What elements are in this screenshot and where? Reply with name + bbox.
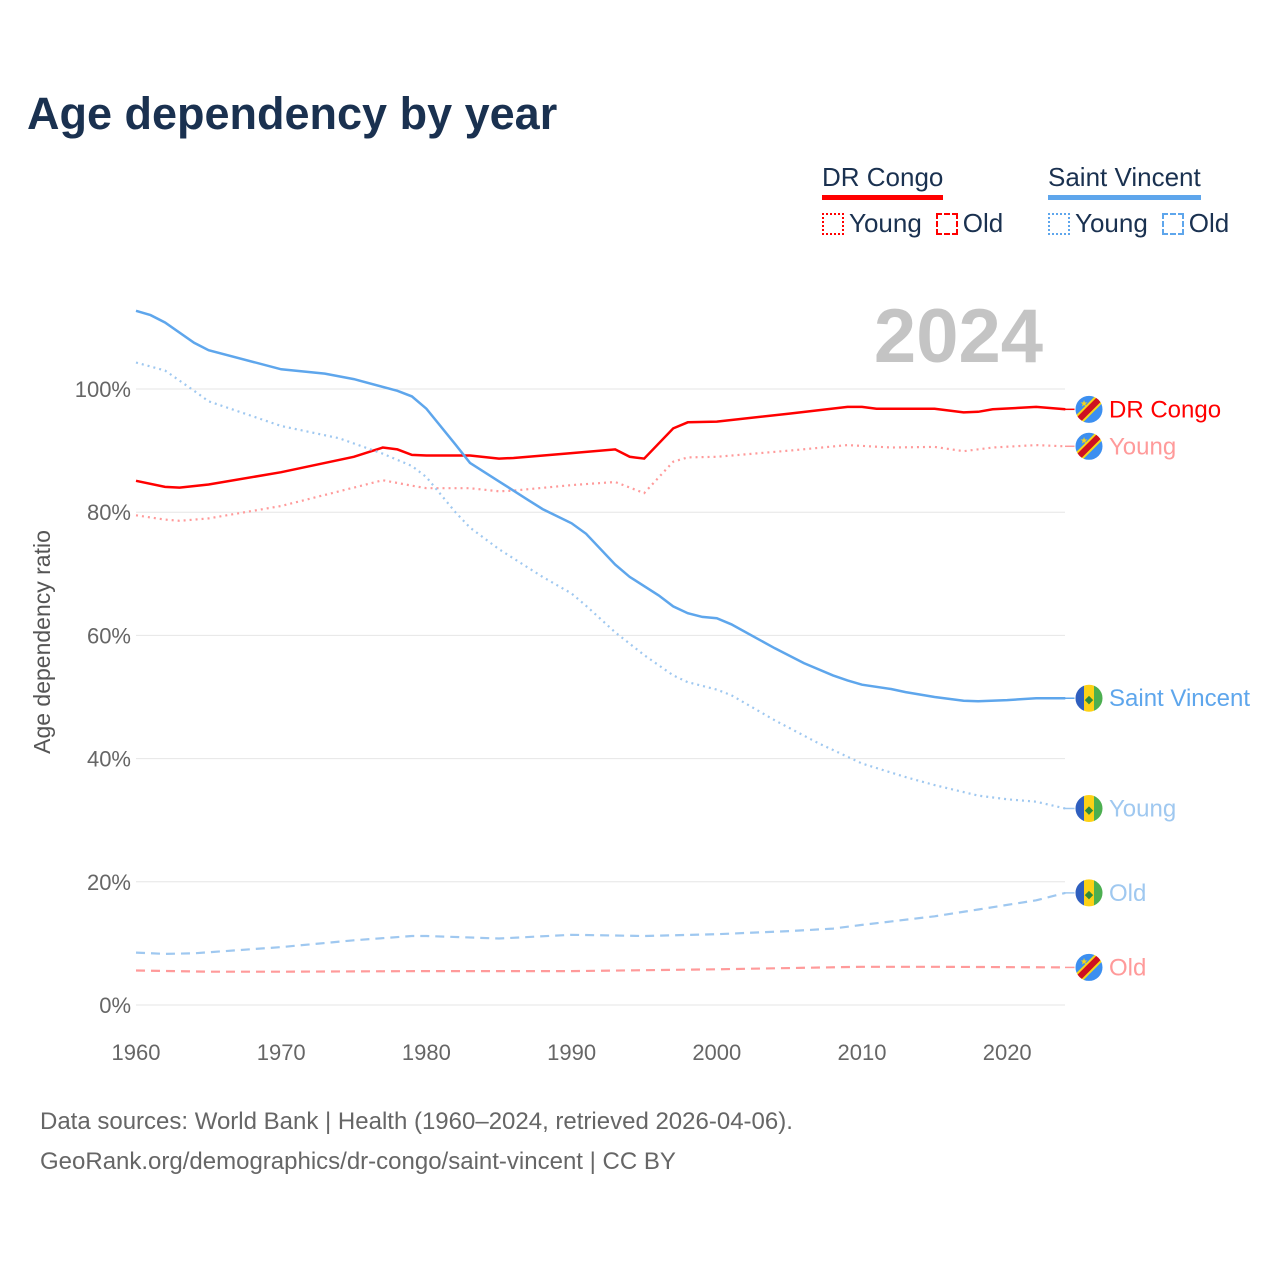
- dashed-swatch-icon: [935, 212, 958, 235]
- legend-dr-congo: DR Congo Young Old: [822, 162, 1003, 239]
- dotted-swatch-icon: [1048, 212, 1070, 235]
- end-label-group: ★ DR Congo: [1065, 394, 1221, 424]
- series-line-saint-vincent: [135, 309, 1066, 703]
- flag-band-green: [1094, 794, 1103, 823]
- flag-band-blue: [1075, 878, 1084, 907]
- flag-border: [1074, 431, 1104, 461]
- legend-saint-vincent-label: Saint Vincent: [1048, 162, 1201, 200]
- flag-band-yellow: [1084, 684, 1094, 713]
- end-label-group: ★ Young: [1065, 431, 1176, 461]
- flag-border: [1074, 793, 1104, 823]
- end-label: DR Congo: [1109, 396, 1221, 423]
- end-label-group: ◆ Young: [1065, 793, 1176, 823]
- legend-dr-congo-young: Young: [822, 208, 922, 239]
- flag-star-icon: ★: [1080, 398, 1088, 408]
- end-label: Young: [1109, 795, 1176, 822]
- legend-dr-congo-old: Old: [935, 208, 1004, 239]
- legend-saint-vincent-young: Young: [1048, 208, 1148, 239]
- series-line-saint-vincent-old: [135, 891, 1066, 956]
- series-line-dr-congo: [135, 405, 1066, 489]
- legend-label: Young: [849, 208, 922, 238]
- end-label: Saint Vincent: [1109, 685, 1250, 712]
- flag-diamonds-icon: ◆: [1085, 889, 1094, 901]
- flag-band-blue: [1075, 794, 1084, 823]
- flag-band-green: [1094, 878, 1103, 907]
- series-line-dr-congo-old: [135, 965, 1066, 973]
- end-label: Old: [1109, 954, 1146, 981]
- saint-vincent-flag-icon: ◆: [1075, 794, 1103, 823]
- dr-congo-flag-icon: ★: [1075, 395, 1103, 424]
- legend-saint-vincent: Saint Vincent Young Old: [1048, 162, 1229, 239]
- y-axis-label: Age dependency ratio: [29, 530, 55, 754]
- series-line-dr-congo-young: [135, 443, 1066, 522]
- flag-border: [1074, 394, 1104, 424]
- end-label-group: ◆ Old: [1065, 878, 1146, 908]
- saint-vincent-flag-icon: ◆: [1075, 878, 1103, 907]
- end-label-group: ◆ Saint Vincent: [1065, 683, 1250, 713]
- flag-star-icon: ★: [1080, 435, 1088, 445]
- flag-diamonds-icon: ◆: [1085, 694, 1094, 706]
- x-tick-label: 2000: [692, 1040, 741, 1065]
- legend-dr-congo-label: DR Congo: [822, 162, 944, 200]
- y-tick-label: 60%: [87, 623, 131, 648]
- dr-congo-flag-icon: ★: [1075, 953, 1103, 982]
- flag-border: [1074, 952, 1104, 982]
- year-watermark: 2024: [874, 294, 1043, 379]
- x-tick-label: 1970: [257, 1040, 306, 1065]
- dr-congo-flag-icon: ★: [1075, 432, 1103, 461]
- flag-band-green: [1094, 684, 1103, 713]
- x-tick-label: 2020: [983, 1040, 1032, 1065]
- x-tick-label: 1980: [402, 1040, 451, 1065]
- legend-label: Old: [1188, 208, 1230, 238]
- x-tick-label: 2010: [838, 1040, 887, 1065]
- legend-label: Old: [962, 208, 1004, 238]
- source-line-2: GeoRank.org/demographics/dr-congo/saint-…: [40, 1148, 676, 1175]
- flag-star-icon: ★: [1080, 956, 1088, 966]
- legend-saint-vincent-old: Old: [1161, 208, 1230, 239]
- flag-border: [1074, 878, 1104, 908]
- flag-band-yellow: [1084, 878, 1094, 907]
- saint-vincent-flag-icon: ◆: [1075, 684, 1103, 713]
- flag-band-blue: [1075, 684, 1084, 713]
- x-tick-label: 1990: [547, 1040, 596, 1065]
- dashed-swatch-icon: [1161, 212, 1184, 235]
- flag-diamonds-icon: ◆: [1085, 804, 1094, 816]
- end-label: Young: [1109, 433, 1176, 460]
- series-line-saint-vincent-young: [135, 361, 1066, 810]
- y-tick-label: 100%: [75, 377, 131, 402]
- legend-label: Young: [1075, 208, 1148, 238]
- flag-band-yellow: [1084, 794, 1094, 823]
- y-tick-label: 0%: [99, 993, 131, 1018]
- source-line-1: Data sources: World Bank | Health (1960–…: [40, 1108, 793, 1135]
- y-tick-label: 80%: [87, 500, 131, 525]
- end-label-group: ★ Old: [1065, 952, 1146, 982]
- y-tick-label: 20%: [87, 870, 131, 895]
- x-tick-label: 1960: [112, 1040, 161, 1065]
- end-label: Old: [1109, 880, 1146, 907]
- flag-border: [1074, 683, 1104, 713]
- chart-title: Age dependency by year: [27, 88, 558, 139]
- y-tick-label: 40%: [87, 747, 131, 772]
- dotted-swatch-icon: [822, 212, 844, 235]
